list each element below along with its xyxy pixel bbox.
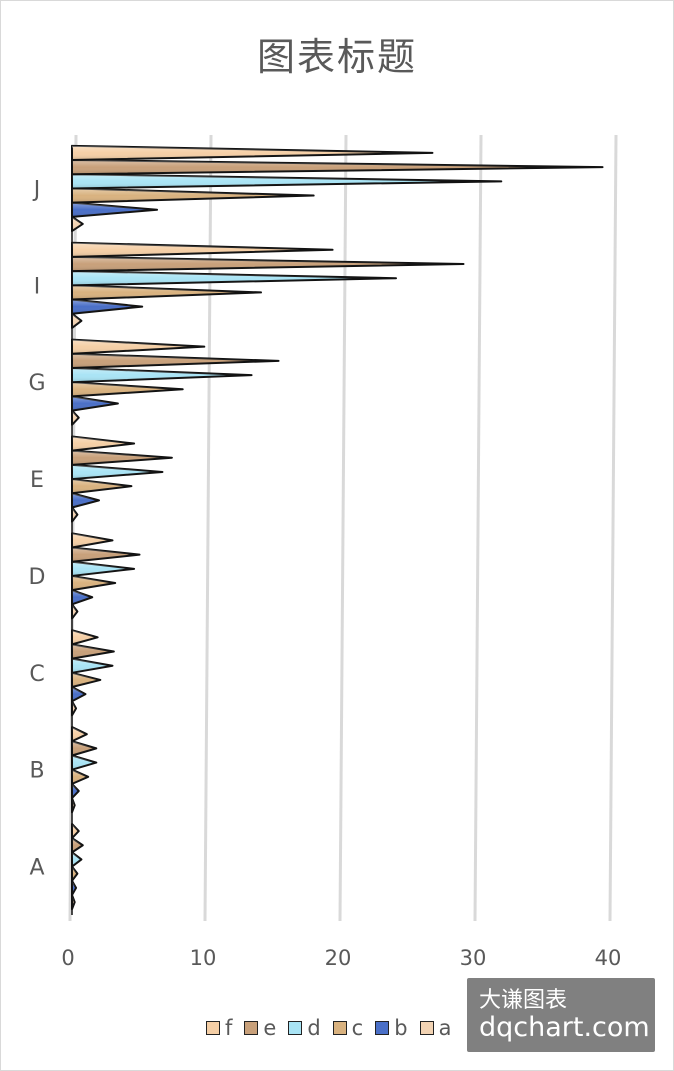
x-axis-labels: 0 10 20 30 40 [61, 946, 621, 970]
bar-shine [72, 396, 118, 411]
bar-shine [72, 838, 83, 853]
bar-shine [72, 464, 163, 480]
bar-shine [72, 701, 77, 716]
bar-shine [72, 727, 87, 742]
legend-label: c [351, 1016, 364, 1040]
x-tick-label: 0 [61, 946, 74, 970]
legend-item-c: c [332, 1016, 364, 1040]
y-tick-label: B [29, 759, 44, 784]
bar-shine [72, 479, 132, 494]
watermark-line1: 大谦图表 [479, 988, 568, 1013]
watermark: 大谦图表 dqchart.com [467, 978, 655, 1052]
bar-shine [72, 755, 97, 770]
bar-shine [72, 493, 99, 508]
legend-swatch [288, 1021, 303, 1035]
bar-shine [72, 256, 464, 272]
bar-shine [72, 852, 82, 867]
bars [71, 144, 604, 915]
legend-label: a [438, 1016, 452, 1040]
bar-shine [72, 216, 83, 232]
bar-shine [72, 604, 78, 619]
bar-shine [72, 353, 279, 368]
bar-shine [72, 313, 82, 328]
bar-shine [72, 367, 252, 383]
x-tick-label: 20 [325, 946, 352, 970]
legend-swatch [375, 1021, 390, 1035]
legend-item-d: d [288, 1016, 321, 1040]
bar-shine [72, 410, 79, 425]
chart-title: 图表标题 [256, 35, 417, 79]
bar-shine [72, 285, 261, 300]
bar-shine [72, 507, 78, 522]
y-tick-label: I [34, 274, 41, 299]
bar-shine [72, 450, 172, 465]
bar-shine [72, 561, 135, 576]
bar-shine [72, 880, 77, 895]
legend-label: f [225, 1016, 233, 1040]
legend-label: e [263, 1016, 277, 1040]
bar-shine [72, 533, 113, 548]
y-tick-label: J [32, 177, 41, 202]
bar-shine [72, 145, 433, 161]
bar-shine [72, 382, 183, 397]
legend-item-f: f [206, 1016, 232, 1040]
bar-shine [72, 174, 502, 189]
bar-shine [72, 644, 114, 659]
legend-swatch [419, 1021, 434, 1035]
bar-shine [72, 547, 140, 562]
y-tick-label: C [29, 662, 44, 687]
bar-shine [72, 271, 396, 286]
gridline [473, 134, 483, 922]
bar-shine [72, 741, 97, 756]
bar-shine [72, 823, 79, 839]
bar-shine [72, 202, 158, 217]
watermark-line2: dqchart.com [479, 1012, 650, 1043]
legend-label: d [307, 1016, 321, 1040]
y-axis-labels: A B C D E G I J [28, 177, 45, 880]
x-tick-label: 40 [595, 946, 622, 970]
bar-shine [72, 866, 78, 881]
x-tick-label: 30 [460, 946, 487, 970]
bar-shine [72, 687, 86, 702]
legend-swatch [244, 1021, 259, 1035]
bar-shine [72, 630, 98, 645]
bar-shine [72, 769, 89, 784]
bar-shine [72, 299, 143, 314]
gridline [608, 134, 618, 922]
bar-shine [72, 658, 113, 673]
legend-item-b: b [375, 1016, 408, 1040]
legend-item-e: e [244, 1016, 276, 1040]
bar-shine [72, 783, 79, 799]
bar-shine [72, 672, 101, 688]
gridline [338, 134, 348, 922]
y-tick-label: G [28, 371, 45, 396]
legend-swatch [332, 1021, 347, 1035]
y-tick-label: D [29, 565, 46, 590]
legend-item-a: a [419, 1016, 452, 1040]
x-tick-label: 10 [190, 946, 217, 970]
bar-shine [72, 590, 93, 605]
bar-shine [72, 339, 205, 354]
bar-shine [72, 436, 135, 451]
y-tick-label: E [30, 468, 44, 493]
bar-shine [72, 575, 116, 591]
legend-label: b [394, 1016, 408, 1040]
legend-swatch [206, 1021, 220, 1035]
bar-shine [72, 242, 333, 257]
bar-shine [72, 188, 314, 203]
y-tick-label: A [29, 856, 44, 881]
bar-shine [72, 160, 603, 175]
